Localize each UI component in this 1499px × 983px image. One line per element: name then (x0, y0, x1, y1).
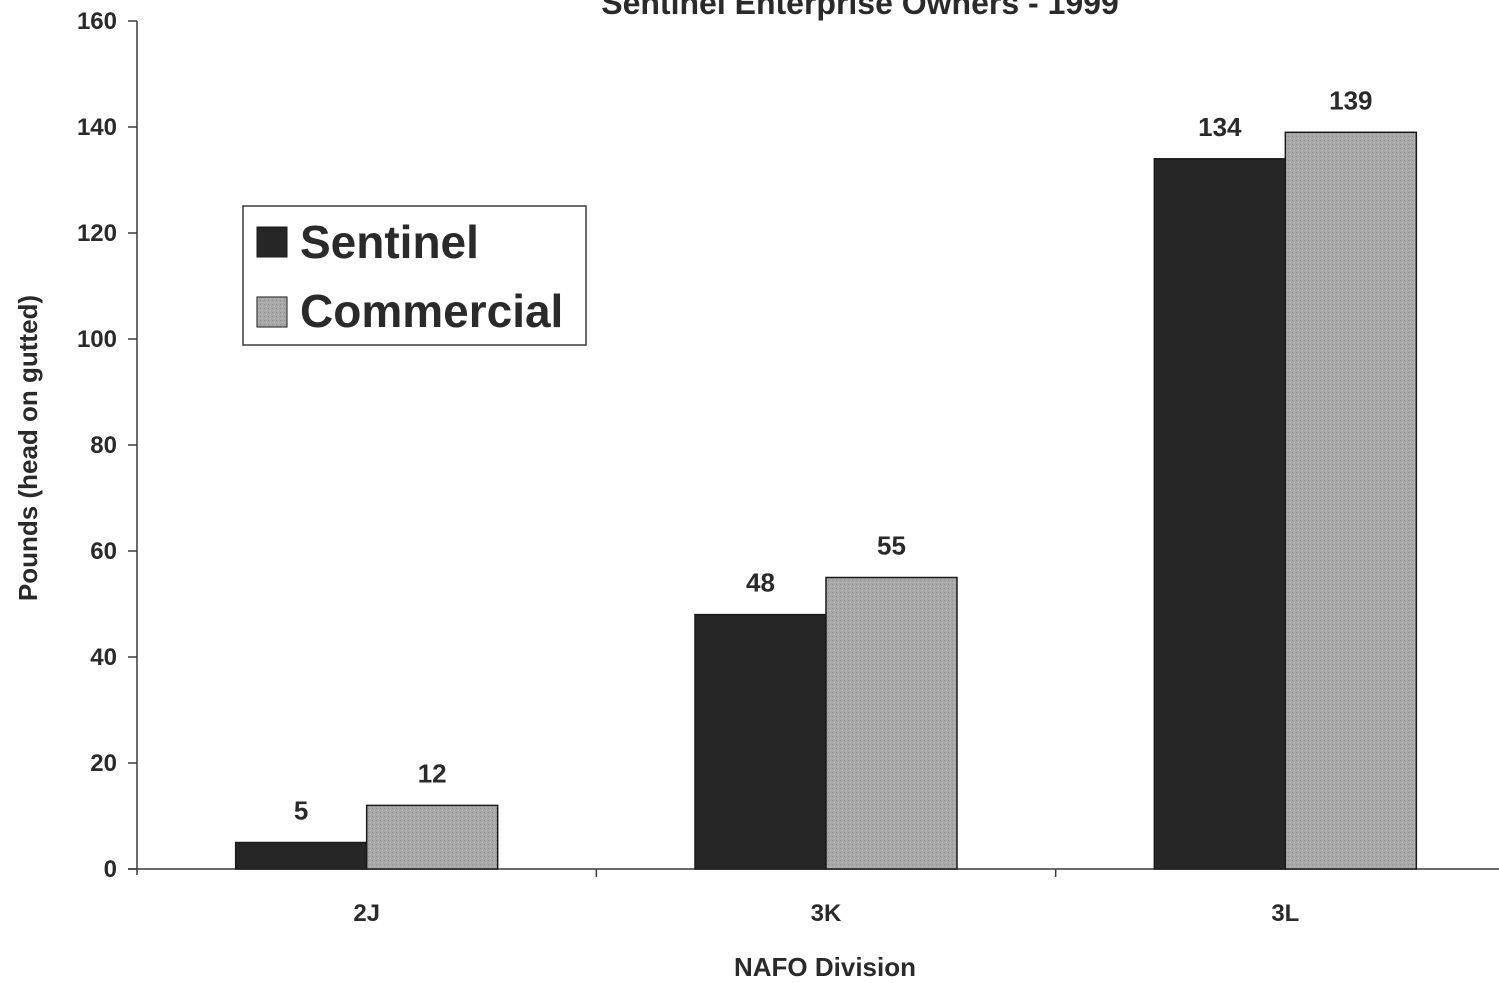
data-label: 12 (418, 758, 447, 788)
x-tick-label: 3L (1271, 900, 1299, 927)
legend-swatch-sentinel (256, 226, 288, 258)
bar-commercial-3k (825, 576, 958, 870)
x-tick-label: 2J (353, 900, 380, 927)
legend-label-commercial: Commercial (300, 285, 563, 337)
bar-commercial-3l (1284, 131, 1418, 870)
y-tick-label: 0 (104, 856, 117, 883)
legend: Sentinel Commercial (242, 205, 587, 346)
x-axis-ticks: 2J 3K 3L (353, 869, 1299, 927)
y-tick-label: 140 (77, 114, 117, 141)
data-label: 55 (877, 531, 906, 561)
y-tick-label: 80 (90, 432, 117, 459)
x-axis-title: NAFO Division (734, 952, 916, 982)
bar-series (234, 131, 1418, 870)
chart-title: Sentinel Enterprise Owners - 1999 (601, 0, 1119, 21)
y-tick-label: 160 (77, 8, 117, 35)
data-label: 139 (1329, 85, 1372, 115)
y-tick-label: 40 (90, 644, 117, 671)
y-axis-title: Pounds (head on gutted) (13, 295, 43, 601)
y-tick-label: 100 (77, 326, 117, 353)
data-labels: 5 48 134 12 55 139 (294, 85, 1373, 825)
y-tick-label: 120 (77, 220, 117, 247)
data-label: 48 (746, 568, 775, 598)
legend-label-sentinel: Sentinel (300, 216, 479, 268)
data-label: 5 (294, 796, 308, 826)
bar-sentinel-2j (234, 841, 368, 870)
bar-commercial-2j (365, 804, 499, 870)
bar-sentinel-3k (694, 613, 827, 870)
legend-box (242, 205, 587, 346)
y-tick-label: 60 (90, 538, 117, 565)
x-tick-label: 3K (811, 900, 842, 927)
y-axis-ticks: 0 20 40 60 80 100 120 140 160 (77, 8, 137, 883)
y-tick-label: 20 (90, 750, 117, 777)
data-label: 134 (1198, 112, 1242, 142)
bar-sentinel-3l (1153, 158, 1287, 870)
legend-swatch-commercial (256, 296, 288, 328)
